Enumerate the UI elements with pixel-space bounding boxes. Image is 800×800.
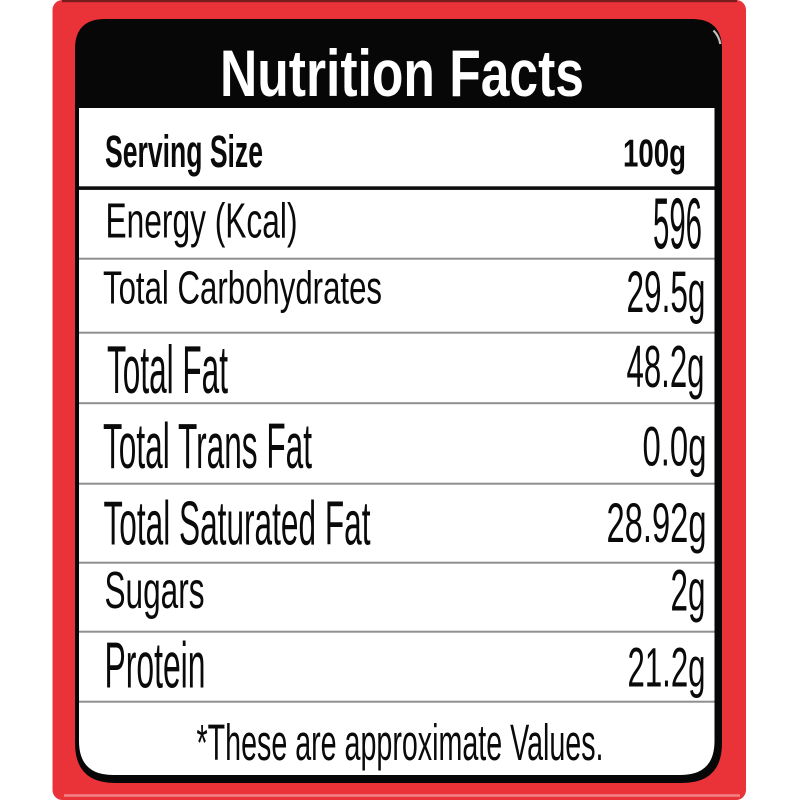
svg-text:0.0g: 0.0g [643,416,707,478]
svg-text:48.2g: 48.2g [627,333,705,400]
svg-text:Total Fat: Total Fat [107,333,228,408]
svg-text:Total Trans Fat: Total Trans Fat [103,410,312,482]
svg-text:Protein: Protein [105,630,206,702]
svg-text:Serving Size: Serving Size [105,126,263,177]
svg-text:100g: 100g [623,133,686,176]
svg-text:2g: 2g [671,559,706,624]
svg-text:596: 596 [653,184,702,265]
svg-text:Nutrition Facts: Nutrition Facts [220,36,584,110]
svg-text:21.2g: 21.2g [628,637,706,699]
svg-text:29.5g: 29.5g [627,260,706,325]
svg-text:Total Saturated Fat: Total Saturated Fat [104,489,371,559]
svg-text:Sugars: Sugars [105,562,205,620]
svg-text:*These are approximate Values.: *These are approximate Values. [197,714,604,771]
svg-text:Total Carbohydrates: Total Carbohydrates [103,262,382,314]
svg-text:Energy (Kcal): Energy (Kcal) [106,195,298,249]
svg-text:28.92g: 28.92g [607,491,707,554]
